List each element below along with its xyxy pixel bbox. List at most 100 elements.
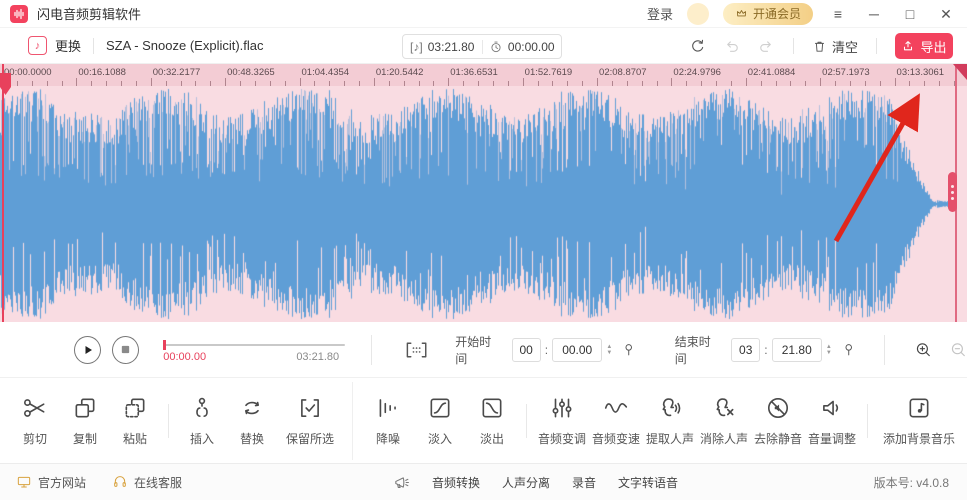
divider [867,403,868,438]
change-file-button[interactable]: 更换 [55,39,82,54]
selection-start-line[interactable] [2,64,4,322]
online-support-label: 在线客服 [134,475,183,490]
tools-toolbar: 剪切 复制 粘贴 插入 替换 保留所选 降噪 淡入 [0,377,967,463]
scissors-icon [24,398,45,417]
toolbar: ♪ 更换 SZA - Snooze (Explicit).flac [♪] 03… [0,28,967,64]
start-time-stepper[interactable]: ▲ ▼ [606,343,613,356]
end-seconds-input[interactable]: 21.80 [771,337,822,362]
link-record[interactable]: 录音 [572,475,597,490]
online-support-link[interactable]: 在线客服 [112,474,182,491]
ruler-tick [790,81,792,86]
stop-button[interactable] [112,335,140,364]
divider [526,403,527,438]
elapsed-time-display: 00:00.00 [483,40,562,54]
ruler-label: 00:16.1088 [78,67,126,78]
ruler-tick [388,81,390,86]
export-button[interactable]: 导出 [895,33,953,59]
tool-cut[interactable]: 剪切 [10,395,60,447]
ruler-tick [463,81,465,86]
mute-slash-icon [767,397,789,418]
undo-icon [727,41,738,52]
start-pin-icon[interactable] [621,342,636,358]
trash-icon [814,41,825,52]
tool-label: 音频变速 [591,431,640,446]
tool-paste[interactable]: 粘贴 [110,395,160,447]
tool-copy[interactable]: 复制 [60,395,110,447]
ruler-tick [150,78,152,86]
minimize-button[interactable]: ─ [869,5,879,22]
tool-replace[interactable]: 替换 [227,395,277,447]
start-seconds-input[interactable]: 00.00 [552,337,603,362]
tool-pitch-shift[interactable]: 音频变调 [535,395,589,447]
tool-keep-selection[interactable]: 保留所选 [277,395,343,447]
sliders-icon [552,398,572,417]
ruler-tick [329,81,331,86]
ruler-tick [701,81,703,86]
ruler-tick [210,81,212,86]
tool-label: 替换 [239,431,264,446]
app-logo-icon [10,4,28,23]
end-pin-icon[interactable] [841,342,856,358]
redo-button[interactable] [757,37,775,55]
ruler-label: 00:32.2177 [152,67,201,78]
stop-icon [122,345,130,354]
time-display-box: [♪] 03:21.80 00:00.00 [402,34,562,59]
zoom-out-icon[interactable] [949,340,967,359]
waveform-canvas[interactable] [0,86,967,322]
tool-label: 复制 [72,431,97,446]
tool-fade-out[interactable]: 淡出 [466,395,518,447]
colon: : [764,342,768,357]
end-minutes-input[interactable]: 03 [731,337,761,362]
tool-remove-silence[interactable]: 去除静音 [751,395,805,447]
tool-denoise[interactable]: 降噪 [362,395,414,447]
ruler-label: 02:57.1973 [822,67,870,78]
ruler-tick [91,81,93,86]
reset-button[interactable] [689,37,707,55]
login-link[interactable]: 登录 [646,7,673,22]
tool-label: 音量调整 [807,431,856,446]
menu-icon[interactable]: ≡ [833,5,843,22]
link-vocal-separation[interactable]: 人声分离 [502,475,551,490]
tool-extract-vocals[interactable]: 提取人声 [643,395,697,447]
tool-insert[interactable]: 插入 [177,395,227,447]
undo-button[interactable] [723,37,741,55]
selection-end-marker[interactable] [953,64,967,80]
ruler-tick [433,81,435,86]
start-minutes-input[interactable]: 00 [511,337,541,362]
ruler-tick [611,81,613,86]
ruler-tick [240,81,242,86]
maximize-button[interactable]: □ [905,5,915,22]
ruler-tick [745,78,747,86]
zoom-in-icon[interactable] [914,340,932,359]
ruler-tick [656,81,658,86]
selection-end-handle[interactable] [948,172,957,212]
timeline-ruler[interactable]: 00:00.0000 00:16.1088 00:32.2177 00:48.3265… [0,64,967,86]
progress-track[interactable] [163,343,346,346]
link-text-to-speech[interactable]: 文字转语音 [618,475,679,490]
close-button[interactable]: ✕ [940,5,952,22]
tool-speed-change[interactable]: 音频变速 [589,395,643,447]
tool-volume-adjust[interactable]: 音量调整 [805,395,859,447]
play-button[interactable] [74,335,102,364]
ruler-tick [225,78,227,86]
selection-start-marker[interactable] [0,71,12,97]
ruler-tick [195,81,197,86]
ruler-tick [61,81,63,86]
end-time-stepper[interactable]: ▲ ▼ [825,343,832,356]
tool-label: 提取人声 [645,431,694,446]
tool-fade-in[interactable]: 淡入 [414,395,466,447]
tool-remove-vocals[interactable]: 消除人声 [697,395,751,447]
tool-label: 消除人声 [699,431,748,446]
ruler-tick [180,81,182,86]
divider [884,334,886,365]
clear-button[interactable]: 清空 [812,37,858,56]
waveform-editor: 00:00.0000 00:16.1088 00:32.2177 00:48.3265… [0,64,967,322]
avatar[interactable] [686,2,709,25]
vip-button[interactable]: 开通会员 [722,2,813,25]
link-audio-convert[interactable]: 音频转换 [432,475,481,490]
tool-add-background-music[interactable]: 添加背景音乐 [876,395,962,447]
official-website-link[interactable]: 官方网站 [16,474,86,491]
end-time-label: 结束时间 [674,334,711,366]
progress-handle[interactable] [163,339,167,350]
titlebar: 闪电音频剪辑软件 登录 开通会员 ≡ ─ □ ✕ [0,0,967,28]
